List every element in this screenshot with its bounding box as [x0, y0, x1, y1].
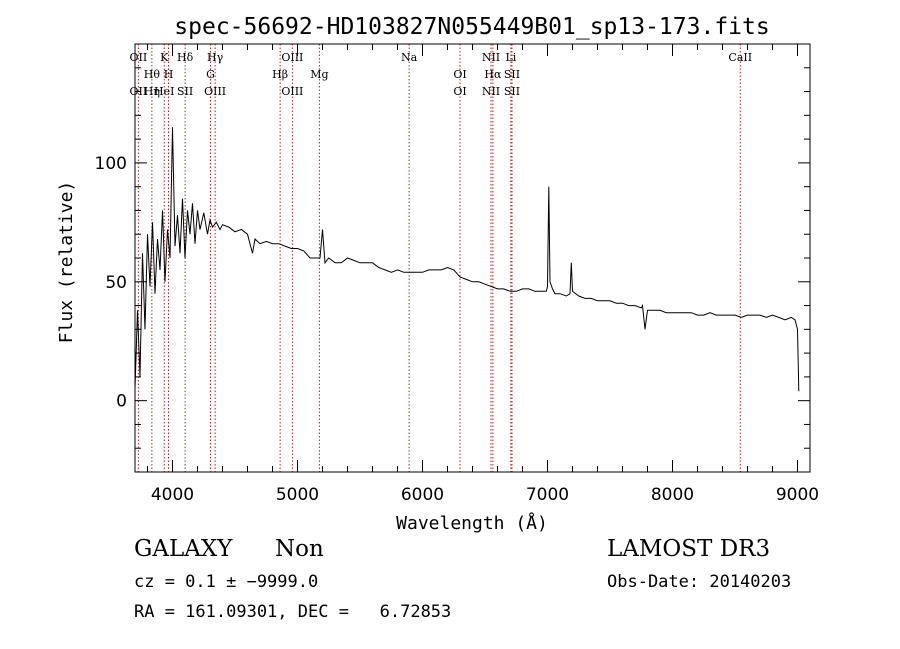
line-marker-label: SII: [504, 68, 520, 81]
observation-date: Obs-Date: 20140203: [607, 572, 792, 592]
y-axis-ticks: 0 50 100: [95, 67, 810, 449]
line-marker-label: HeI: [154, 85, 174, 98]
line-marker-label: K: [160, 51, 169, 64]
line-marker-label: NII: [482, 85, 500, 98]
object-subclass: Non: [275, 536, 324, 562]
line-markers: [137, 44, 741, 472]
line-marker-label: Hη: [144, 85, 160, 98]
x-tick-label: 4000: [151, 485, 194, 505]
line-marker-label: SII: [177, 85, 193, 98]
line-marker-label: Na: [401, 51, 418, 64]
object-class: GALAXY: [134, 536, 233, 562]
x-tick-label: 5000: [276, 485, 319, 505]
y-axis-label: Flux (relative): [56, 181, 77, 344]
plot-frame: [134, 43, 811, 473]
y-tick-label: 100: [95, 154, 127, 174]
line-marker-label: H: [164, 68, 174, 81]
y-tick-label: 0: [116, 392, 127, 412]
x-axis-ticks: 4000 5000 6000 7000 8000 9000: [147, 44, 819, 505]
line-marker-label: OI: [453, 68, 466, 81]
line-marker-label: OIII: [204, 85, 226, 98]
line-marker-label: CaII: [728, 51, 752, 64]
survey-name: LAMOST DR3: [607, 536, 771, 562]
line-marker-labels: OIIOIIHθHηKHeIHHδSIIGHγOIIIHβOIIIOIIIMgN…: [130, 51, 753, 98]
redshift-cz: cz = 0.1 ± −9999.0: [134, 572, 319, 592]
chart-title: spec-56692-HD103827N055449B01_sp13-173.f…: [174, 14, 769, 40]
line-marker-label: SII: [504, 85, 520, 98]
spectrum-line: [134, 127, 800, 392]
line-marker-label: Hδ: [177, 51, 194, 64]
line-marker-label: G: [206, 68, 215, 81]
line-marker-label: OIII: [281, 85, 303, 98]
y-tick-label: 50: [105, 273, 127, 293]
line-marker-label: Li: [505, 51, 516, 64]
line-marker-label: Hθ: [144, 68, 161, 81]
x-tick-label: 9000: [776, 485, 819, 505]
line-marker-label: OI: [453, 85, 466, 98]
line-marker-label: Hβ: [272, 68, 288, 81]
line-marker-label: Hγ: [207, 51, 224, 64]
ra-dec: RA = 161.09301, DEC = 6.72853: [134, 602, 452, 622]
line-marker-label: OII: [130, 51, 148, 64]
x-axis-label: Wavelength (Å): [396, 512, 548, 534]
line-marker-label: NII: [482, 51, 500, 64]
x-tick-label: 7000: [526, 485, 569, 505]
line-marker-label: OIII: [281, 51, 303, 64]
spectrum-series: [134, 127, 800, 392]
line-marker-label: Hα: [484, 68, 502, 81]
line-marker-label: Mg: [310, 68, 328, 81]
x-tick-label: 8000: [651, 485, 694, 505]
x-tick-label: 6000: [401, 485, 444, 505]
